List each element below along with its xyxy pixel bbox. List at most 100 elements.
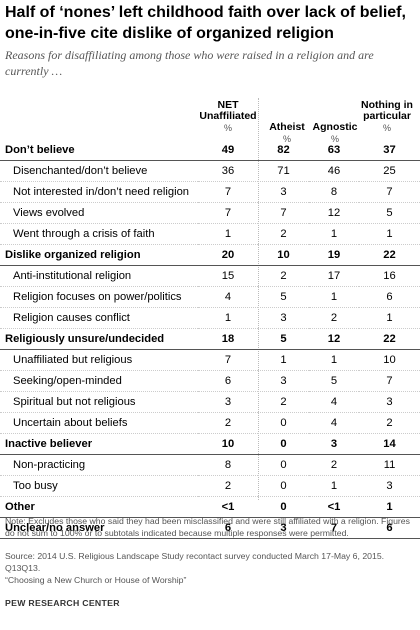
- column-header-unit: %: [330, 134, 339, 144]
- table-row: Unaffiliated but religious 7 1 1 10: [0, 350, 420, 371]
- footnote-report-title: “Choosing a New Church or House of Worsh…: [5, 575, 187, 585]
- row-label: Spiritual but not religious: [13, 396, 136, 408]
- cell-value: <1: [221, 501, 235, 513]
- column-header-unit: %: [282, 134, 291, 144]
- cell-value: <1: [327, 501, 341, 513]
- column-header-atheist: Atheist %: [262, 122, 312, 145]
- cell-value: 20: [221, 249, 235, 261]
- cell-value: 18: [221, 333, 235, 345]
- cell-value: 1: [280, 354, 287, 366]
- column-divider: [258, 98, 259, 500]
- data-table: Don’t believe 49 82 63 37 Disenchanted/don’t …: [0, 140, 420, 539]
- cell-value: 7: [330, 522, 338, 534]
- table-row: Disenchanted/don’t believe 36 71 46 25: [0, 161, 420, 182]
- row-label: Non-practicing: [13, 459, 86, 471]
- cell-value: 2: [386, 417, 393, 429]
- cell-value: 1: [330, 228, 338, 240]
- cell-value: 17: [327, 270, 341, 282]
- row-label: Dislike organized religion: [5, 249, 141, 261]
- row-label: Religion causes conflict: [13, 312, 130, 324]
- cell-value: 1: [386, 228, 393, 240]
- footnote-note: Note: Excludes those who said they had b…: [5, 516, 410, 538]
- row-label: Unaffiliated but religious: [13, 354, 133, 366]
- cell-value: 3: [280, 522, 287, 534]
- cell-value: 10: [221, 438, 235, 450]
- footnote-source: Source: 2014 U.S. Religious Landscape St…: [5, 551, 385, 573]
- column-header-unit: %: [223, 123, 232, 133]
- cell-value: 2: [330, 312, 338, 324]
- cell-value: 0: [280, 480, 287, 492]
- cell-value: 3: [386, 396, 393, 408]
- column-header-label: Agnostic: [312, 121, 358, 133]
- cell-value: 12: [327, 207, 341, 219]
- table-row: Religion focuses on power/politics 4 5 1 6: [0, 287, 420, 308]
- row-label: Seeking/open-minded: [13, 375, 122, 387]
- cell-value: 0: [280, 459, 287, 471]
- table-row: Spiritual but not religious 3 2 4 3: [0, 392, 420, 413]
- cell-value: 22: [383, 333, 396, 345]
- cell-value: 1: [330, 354, 338, 366]
- cell-value: 2: [280, 396, 287, 408]
- column-header-net-unaffiliated: NET Unaffiliated %: [196, 100, 260, 134]
- cell-value: 3: [386, 480, 393, 492]
- cell-value: 3: [224, 396, 232, 408]
- cell-value: 3: [280, 312, 287, 324]
- row-label: Views evolved: [13, 207, 85, 219]
- table-row: Seeking/open-minded 6 3 5 7: [0, 371, 420, 392]
- cell-value: 16: [383, 270, 396, 282]
- cell-value: 4: [330, 396, 338, 408]
- row-label: Other: [5, 501, 35, 513]
- cell-value: 49: [221, 144, 235, 156]
- table-row-header: Don’t believe 49 82 63 37: [0, 140, 420, 161]
- cell-value: 22: [383, 249, 396, 261]
- cell-value: 25: [383, 165, 396, 177]
- cell-value: 3: [280, 186, 287, 198]
- table-body: Don’t believe 49 82 63 37 Disenchanted/don’t …: [0, 140, 420, 539]
- table-row: Non-practicing 8 0 2 11: [0, 455, 420, 476]
- table-row-header: Dislike organized religion 20 10 19 22: [0, 245, 420, 266]
- cell-value: 1: [386, 312, 393, 324]
- table-row: Not interested in/don’t need religion 7 3 8…: [0, 182, 420, 203]
- cell-value: 8: [330, 186, 338, 198]
- column-header-label: NET Unaffiliated: [199, 99, 257, 122]
- row-label: Inactive believer: [5, 438, 93, 450]
- cell-value: 2: [280, 228, 287, 240]
- table-row-header: Religiously unsure/undecided 18 5 12 22: [0, 329, 420, 350]
- cell-value: 5: [330, 375, 338, 387]
- cell-value: 2: [280, 270, 287, 282]
- column-header-label: Nothing in particular: [361, 99, 413, 122]
- cell-value: 5: [280, 291, 287, 303]
- cell-value: 1: [224, 228, 232, 240]
- cell-value: 2: [224, 480, 232, 492]
- row-label: Religion focuses on power/politics: [13, 291, 182, 303]
- table-row: Anti-institutional religion 15 2 17 16: [0, 266, 420, 287]
- table-row: Uncertain about beliefs 2 0 4 2: [0, 413, 420, 434]
- cell-value: 1: [386, 501, 393, 513]
- row-label: Disenchanted/don’t believe: [13, 165, 148, 177]
- cell-value: 37: [383, 144, 396, 156]
- cell-value: 11: [383, 459, 396, 471]
- column-header-nothing-in-particular: Nothing in particular %: [357, 100, 417, 134]
- cell-value: 3: [330, 438, 338, 450]
- cell-value: 6: [386, 291, 393, 303]
- row-label: Uncertain about beliefs: [13, 417, 128, 429]
- table-row-header: Inactive believer 10 0 3 14: [0, 434, 420, 455]
- cell-value: 0: [280, 501, 287, 513]
- cell-value: 46: [327, 165, 341, 177]
- column-header-agnostic: Agnostic %: [310, 122, 360, 145]
- table-row: Went through a crisis of faith 1 2 1 1: [0, 224, 420, 245]
- row-label: Went through a crisis of faith: [13, 228, 155, 240]
- cell-value: 7: [224, 354, 232, 366]
- row-label: Unclear/no answer: [5, 522, 105, 534]
- cell-value: 8: [224, 459, 232, 471]
- cell-value: 6: [386, 522, 393, 534]
- cell-value: 36: [221, 165, 235, 177]
- table-row-header: Unclear/no answer 6 3 7 6: [0, 518, 420, 539]
- row-label: Don’t believe: [5, 144, 75, 156]
- cell-value: 2: [224, 417, 232, 429]
- row-label: Anti-institutional religion: [13, 270, 132, 282]
- cell-value: 5: [386, 207, 393, 219]
- cell-value: 7: [386, 375, 393, 387]
- cell-value: 10: [277, 249, 290, 261]
- row-label: Not interested in/don’t need religion: [13, 186, 190, 198]
